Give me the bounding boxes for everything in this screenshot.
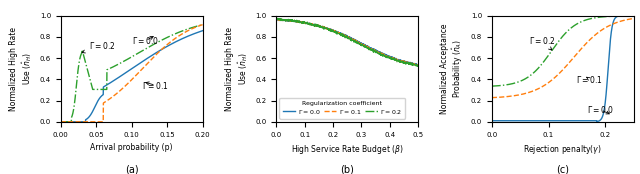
- Text: $\Gamma = 0.1$: $\Gamma = 0.1$: [142, 80, 170, 91]
- X-axis label: High Service Rate Budget ($\beta$): High Service Rate Budget ($\beta$): [291, 143, 404, 156]
- Text: $\Gamma = 0.2$: $\Gamma = 0.2$: [529, 35, 555, 50]
- Text: $\Gamma = 0.0$: $\Gamma = 0.0$: [132, 35, 159, 46]
- Text: $\Gamma = 0.1$: $\Gamma = 0.1$: [576, 74, 603, 85]
- X-axis label: Arrival probability (p): Arrival probability (p): [90, 143, 173, 152]
- X-axis label: Rejection penalty($\gamma$): Rejection penalty($\gamma$): [524, 143, 602, 156]
- Y-axis label: Normalized Acceptance
Probability ($\hat{n}_A$): Normalized Acceptance Probability ($\hat…: [440, 23, 465, 114]
- Y-axis label: Normalized High Rate
Use ($\hat{n}_H$): Normalized High Rate Use ($\hat{n}_H$): [9, 27, 35, 111]
- Legend: $\Gamma = 0.0$, $\Gamma = 0.1$, $\Gamma = 0.2$: $\Gamma = 0.0$, $\Gamma = 0.1$, $\Gamma …: [280, 98, 405, 119]
- Title: (a): (a): [125, 165, 138, 174]
- Title: (b): (b): [340, 165, 354, 174]
- Text: $\Gamma = 0.0$: $\Gamma = 0.0$: [587, 104, 614, 115]
- Title: (c): (c): [556, 165, 569, 174]
- Y-axis label: Normalized High Rate
Use ($\hat{n}_H$): Normalized High Rate Use ($\hat{n}_H$): [225, 27, 250, 111]
- Text: $\Gamma = 0.2$: $\Gamma = 0.2$: [82, 39, 116, 53]
